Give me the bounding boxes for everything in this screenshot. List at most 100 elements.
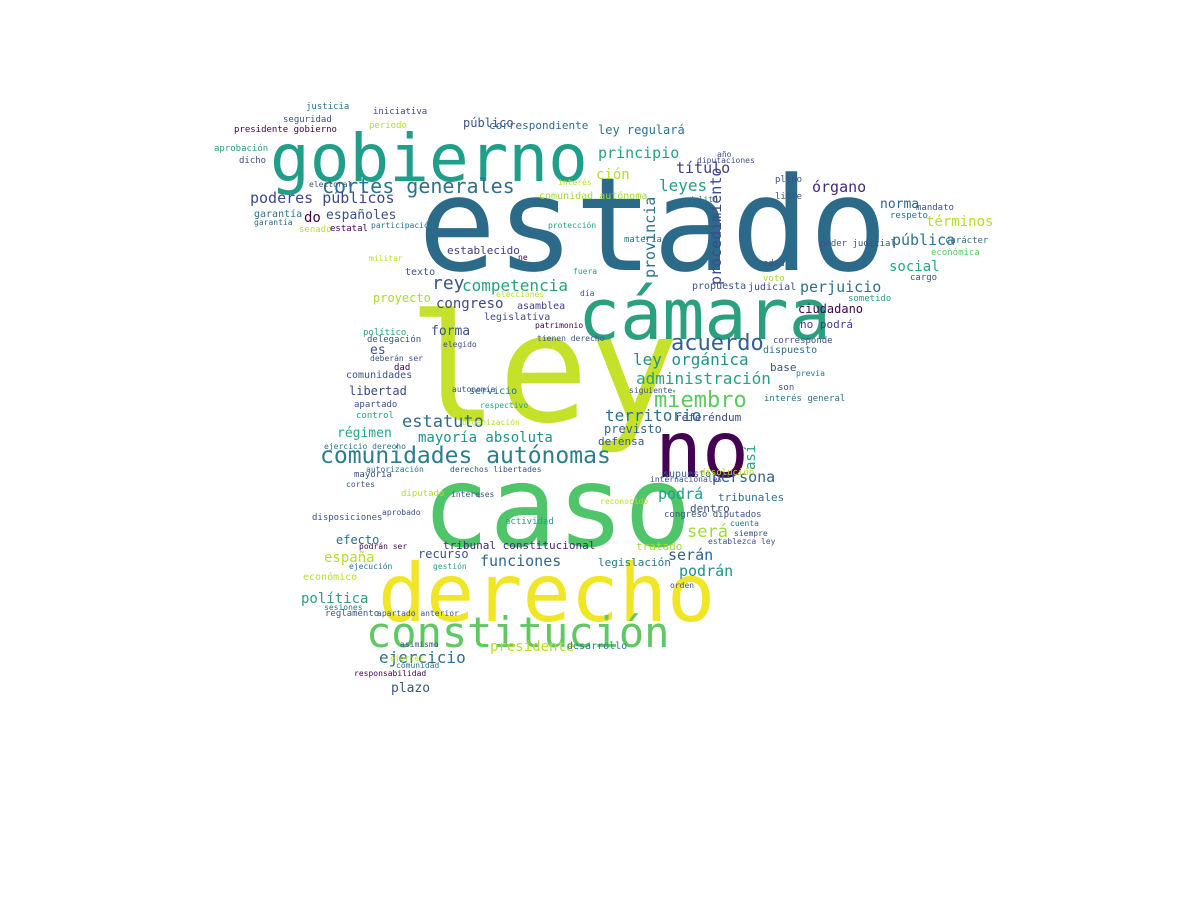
word: ejecución bbox=[349, 562, 393, 571]
word: senado bbox=[299, 225, 332, 235]
word: dispuesto bbox=[763, 345, 818, 356]
word: forma bbox=[431, 324, 471, 339]
word: legislativa bbox=[484, 312, 551, 323]
word: apartado bbox=[354, 400, 398, 410]
word: garantía bbox=[254, 209, 303, 220]
word: será bbox=[687, 522, 728, 542]
word: gobierno bbox=[270, 120, 588, 197]
word: siguiente bbox=[629, 386, 673, 395]
word: términos bbox=[926, 214, 994, 230]
word: ejercicio derecho bbox=[324, 442, 406, 451]
word: dad bbox=[394, 363, 411, 373]
word: no podrá bbox=[800, 318, 853, 331]
word: sesiones bbox=[324, 603, 363, 612]
word: elecciones bbox=[496, 290, 545, 299]
word: respeto bbox=[890, 211, 928, 221]
word: elegido bbox=[443, 340, 477, 349]
word: previa bbox=[796, 369, 825, 378]
word: interés general bbox=[764, 394, 846, 404]
word: organización bbox=[462, 418, 520, 427]
word: presidente gobierno bbox=[234, 125, 337, 135]
word: autorización bbox=[366, 465, 424, 474]
word: gestión bbox=[433, 562, 467, 571]
word: territorio bbox=[605, 406, 702, 425]
word: judicial bbox=[748, 282, 797, 293]
word: garantía bbox=[254, 218, 293, 227]
word: autonomía bbox=[452, 385, 496, 394]
word: delito bbox=[689, 195, 718, 204]
word: establecido bbox=[447, 244, 520, 257]
word: congreso bbox=[436, 296, 504, 312]
word: podrán bbox=[679, 562, 734, 580]
word: libertad bbox=[349, 384, 407, 398]
word: podrá bbox=[658, 485, 704, 503]
word: derechos libertades bbox=[450, 465, 542, 474]
word: día bbox=[580, 289, 595, 298]
word: público bbox=[463, 116, 514, 130]
word: militar bbox=[369, 254, 403, 263]
word: seguridad bbox=[283, 115, 332, 125]
word: así bbox=[743, 444, 759, 470]
word: aprobación bbox=[214, 144, 269, 154]
word: disolución bbox=[700, 468, 755, 478]
word: régimen bbox=[337, 426, 392, 441]
word: diputado bbox=[401, 489, 445, 499]
word: previsto bbox=[604, 422, 662, 436]
word: ne bbox=[518, 253, 528, 262]
word: político bbox=[363, 328, 407, 338]
word: mayoría absoluta bbox=[418, 430, 553, 446]
word: base bbox=[770, 361, 797, 374]
word: cuenta bbox=[730, 519, 759, 528]
word: tribunal constitucional bbox=[443, 539, 596, 552]
word: ley bbox=[408, 283, 679, 457]
word: siempre bbox=[734, 529, 768, 538]
word: comunidad bbox=[396, 661, 440, 670]
word: internacionales bbox=[650, 475, 723, 484]
word: orden bbox=[670, 581, 695, 590]
word: desarrollo bbox=[567, 641, 628, 652]
word: protección bbox=[548, 221, 597, 230]
word: interés bbox=[558, 178, 592, 187]
word: libre bbox=[775, 192, 803, 202]
word: control bbox=[356, 411, 394, 421]
word: proyecto bbox=[373, 291, 431, 305]
word: defensa bbox=[598, 435, 645, 448]
word: ción bbox=[596, 167, 630, 183]
word: actividad bbox=[505, 517, 554, 527]
word: ejercicio bbox=[379, 648, 466, 667]
word: correspondiente bbox=[489, 119, 589, 132]
word: sometido bbox=[848, 294, 892, 304]
word: persona bbox=[712, 468, 776, 486]
word: período bbox=[369, 121, 407, 131]
word: comunidades bbox=[346, 370, 413, 381]
word: deberán ser bbox=[370, 354, 423, 363]
word: voto bbox=[763, 274, 785, 284]
word: comunidades autónomas bbox=[320, 443, 611, 469]
word: ley regulará bbox=[598, 123, 685, 137]
word: ciudadano bbox=[798, 302, 864, 316]
word: procedimiento bbox=[707, 167, 725, 285]
word: serán bbox=[668, 546, 714, 564]
word: españoles bbox=[326, 208, 397, 223]
word: intereses bbox=[451, 490, 495, 499]
word: constitución bbox=[366, 608, 670, 657]
word: reglamento bbox=[325, 609, 380, 619]
word: ejercer bbox=[390, 654, 424, 663]
word: no bbox=[655, 406, 749, 496]
word: principio bbox=[598, 144, 680, 162]
word: texto bbox=[405, 267, 436, 278]
word: congreso diputados bbox=[664, 510, 762, 520]
word: mandato bbox=[916, 203, 954, 213]
word: fuera bbox=[573, 267, 598, 276]
word: pleno bbox=[775, 175, 803, 185]
word: mayoría bbox=[354, 470, 392, 480]
word: tienen derecho bbox=[537, 334, 605, 343]
word: órgano bbox=[812, 178, 867, 196]
word: españa bbox=[324, 550, 375, 566]
word: social bbox=[889, 259, 940, 275]
word: estado bbox=[418, 149, 888, 301]
word: competencia bbox=[462, 276, 568, 295]
word: título bbox=[676, 159, 731, 177]
word: asamblea bbox=[517, 301, 566, 312]
word: plazo bbox=[391, 681, 431, 696]
